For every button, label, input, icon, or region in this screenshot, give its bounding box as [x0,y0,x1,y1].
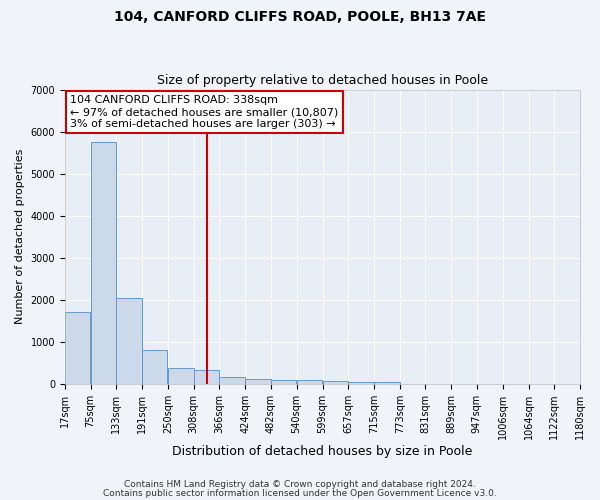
Text: Contains public sector information licensed under the Open Government Licence v3: Contains public sector information licen… [103,490,497,498]
Text: 104 CANFORD CLIFFS ROAD: 338sqm
← 97% of detached houses are smaller (10,807)
3%: 104 CANFORD CLIFFS ROAD: 338sqm ← 97% of… [70,96,338,128]
Bar [296,380,322,384]
X-axis label: Distribution of detached houses by size in Poole: Distribution of detached houses by size … [172,444,473,458]
Text: Contains HM Land Registry data © Crown copyright and database right 2024.: Contains HM Land Registry data © Crown c… [124,480,476,489]
Bar [245,378,271,384]
Bar [194,370,219,384]
Bar [91,142,116,384]
Bar [220,378,245,384]
Bar [374,382,400,384]
Bar [349,382,374,384]
Bar [168,368,194,384]
Text: 104, CANFORD CLIFFS ROAD, POOLE, BH13 7AE: 104, CANFORD CLIFFS ROAD, POOLE, BH13 7A… [114,10,486,24]
Bar [65,312,91,384]
Bar [271,380,296,384]
Bar [323,381,348,384]
Y-axis label: Number of detached properties: Number of detached properties [15,149,25,324]
Title: Size of property relative to detached houses in Poole: Size of property relative to detached ho… [157,74,488,87]
Bar [116,298,142,384]
Bar [142,350,167,384]
